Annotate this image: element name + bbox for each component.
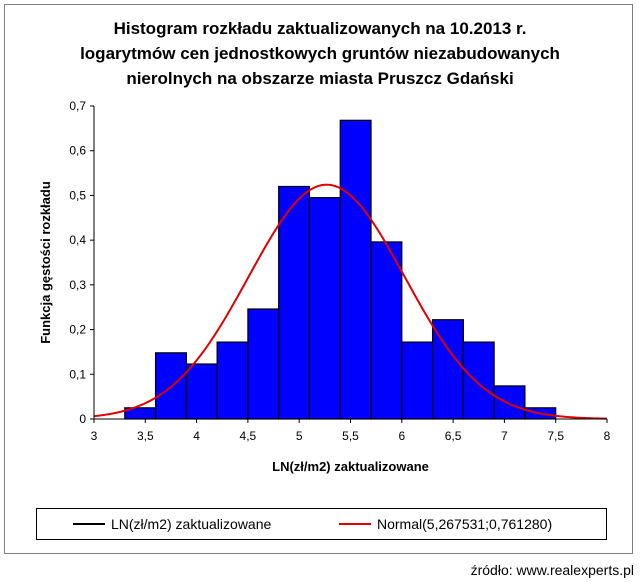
- histogram-bar-10: [401, 341, 434, 420]
- x-tick-label-1: 3,5: [137, 429, 154, 443]
- histogram-bar-6: [278, 185, 311, 420]
- histogram-bar-4: [216, 341, 249, 420]
- y-tick-label-0: 0: [79, 412, 86, 426]
- y-tick-label-4: 0,4: [69, 233, 86, 247]
- histogram-bars: [124, 119, 557, 420]
- x-axis-labels: 3 3,5 4 4,5 5 5,5 6 6,5 7 7,5 8: [91, 419, 611, 443]
- x-tick-label-0: 3: [91, 429, 98, 443]
- legend-label-series: LN(zł/m2) zaktualizowane: [111, 516, 272, 532]
- x-tick-label-4: 5: [296, 429, 303, 443]
- y-axis-ticks: [90, 105, 94, 420]
- y-tick-label-7: 0,7: [69, 99, 86, 113]
- legend-entry-series: LN(zł/m2) zaktualizowane: [73, 509, 271, 539]
- legend-swatch-series: [73, 523, 105, 525]
- y-tick-label-2: 0,2: [69, 323, 86, 337]
- histogram-bar-5: [247, 308, 280, 420]
- y-tick-label-5: 0,5: [69, 188, 86, 202]
- y-tick-label-1: 0,1: [69, 367, 86, 381]
- chart-title-line-1: Histogram rozkładu zaktualizowanych na 1…: [113, 19, 527, 38]
- chart-title-line-2: logarytmów cen jednostkowych gruntów nie…: [80, 44, 560, 63]
- source-note: źródło: www.realexperts.pl: [470, 562, 634, 578]
- x-tick-label-9: 7,5: [547, 429, 564, 443]
- histogram-bar-9: [370, 241, 403, 420]
- x-tick-label-8: 7: [501, 429, 508, 443]
- legend-label-normal: Normal(5,267531;0,761280): [377, 516, 553, 532]
- x-tick-label-5: 5,5: [342, 429, 359, 443]
- chart-title: Histogram rozkładu zaktualizowanych na 1…: [0, 16, 640, 91]
- chart-title-line-3: nierolnych na obszarze miasta Pruszcz Gd…: [126, 69, 514, 88]
- x-tick-label-3: 4,5: [240, 429, 257, 443]
- histogram-bar-13: [493, 385, 526, 420]
- x-tick-label-7: 6,5: [445, 429, 462, 443]
- histogram-bar-7: [308, 197, 341, 420]
- x-tick-label-2: 4: [193, 429, 200, 443]
- histogram-bar-3: [185, 363, 218, 420]
- y-axis-title: Funkcja gęstości rozkładu: [38, 181, 53, 344]
- legend-entry-normal: Normal(5,267531;0,761280): [339, 509, 552, 539]
- y-tick-label-3: 0,3: [69, 278, 86, 292]
- legend: LN(zł/m2) zaktualizowane Normal(5,267531…: [36, 508, 607, 540]
- histogram-bar-8: [339, 119, 372, 420]
- y-tick-label-6: 0,6: [69, 144, 86, 158]
- histogram-bar-11: [431, 319, 464, 420]
- legend-swatch-normal: [339, 523, 371, 525]
- x-axis-title: LN(zł/m2) zaktualizowane: [272, 459, 429, 474]
- normal-curve: [93, 183, 608, 420]
- x-tick-label-6: 6: [398, 429, 405, 443]
- x-tick-label-10: 8: [604, 429, 611, 443]
- y-axis-labels: 0 0,1 0,2 0,3 0,4 0,5 0,6 0,7: [69, 99, 86, 426]
- histogram-bar-12: [462, 341, 495, 420]
